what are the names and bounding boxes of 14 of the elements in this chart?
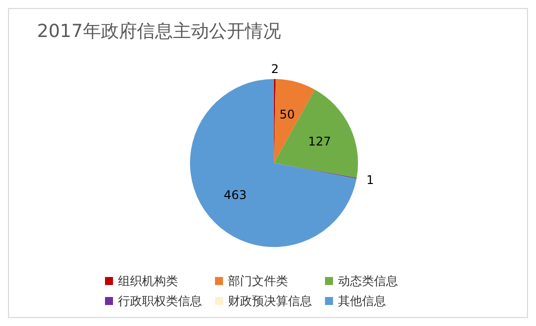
- legend-label: 组织机构类: [118, 272, 178, 290]
- chart-title: 2017年政府信息主动公开情况: [37, 20, 281, 43]
- data-label: 127: [308, 134, 332, 148]
- legend-label: 财政预决算信息: [228, 292, 312, 310]
- data-label: 463: [224, 188, 247, 202]
- data-label: 2: [271, 62, 279, 76]
- data-label: 1: [366, 173, 374, 188]
- legend-label: 行政职权类信息: [118, 292, 202, 310]
- legend-label: 动态类信息: [338, 272, 398, 290]
- legend-label: 部门文件类: [228, 272, 288, 290]
- pie-slice: [190, 79, 357, 247]
- legend-label: 其他信息: [338, 292, 386, 310]
- pie-slice: [274, 90, 358, 178]
- data-label: 50: [280, 107, 295, 122]
